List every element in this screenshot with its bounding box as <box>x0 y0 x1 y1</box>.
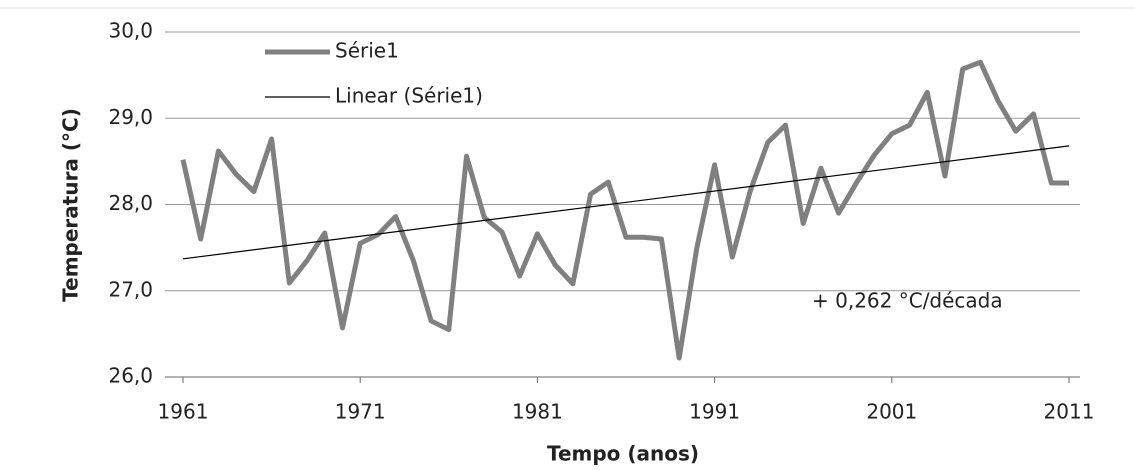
legend-label: Série1 <box>335 39 399 63</box>
y-tick-label: 29,0 <box>108 105 153 129</box>
x-axis-title: Tempo (anos) <box>547 442 699 466</box>
x-tick-label: 1981 <box>512 400 563 424</box>
legend-label: Linear (Série1) <box>335 84 483 108</box>
y-tick-label: 30,0 <box>108 19 153 43</box>
x-tick-label: 1991 <box>689 400 740 424</box>
x-tick-label: 2001 <box>866 400 917 424</box>
trend-line <box>182 145 1070 260</box>
y-tick-label: 27,0 <box>108 277 153 301</box>
y-tick-label: 28,0 <box>108 191 153 215</box>
y-tick-label: 26,0 <box>108 364 153 388</box>
x-tick-label: 1971 <box>335 400 386 424</box>
x-tick-label: 2011 <box>1044 400 1095 424</box>
series-line <box>180 59 1069 361</box>
annotation: + 0,262 °C/década <box>812 289 1003 313</box>
y-axis-title: Temperatura (°C) <box>59 108 83 302</box>
x-tick-label: 1961 <box>158 400 209 424</box>
